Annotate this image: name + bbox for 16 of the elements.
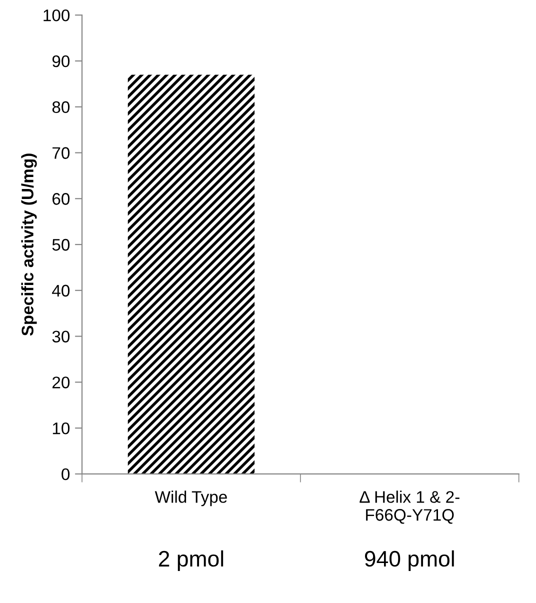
- y-tick-label: 30: [52, 330, 70, 342]
- x-tick-label: Δ Helix 1 & 2- F66Q-Y71Q: [360, 490, 460, 524]
- y-tick-label: 10: [52, 422, 70, 434]
- y-tick-label: 60: [52, 193, 70, 205]
- y-tick-label: 80: [52, 101, 70, 114]
- text: 940 pmol: [364, 550, 454, 572]
- y-tick-label: 0: [62, 468, 70, 480]
- y-tick-label: 40: [52, 284, 70, 297]
- y-tick-label: 70: [52, 147, 70, 159]
- y-tick-label: 20: [52, 376, 70, 388]
- y-axis-title: Specific activity (U/mg): [21, 154, 37, 336]
- text: 2 pmol: [158, 550, 224, 572]
- x-tick-label: Wild Type: [154, 490, 227, 506]
- y-tick-label: 50: [52, 238, 70, 251]
- y-tick-label: 90: [52, 55, 70, 68]
- y-tick-label: 100: [44, 9, 70, 22]
